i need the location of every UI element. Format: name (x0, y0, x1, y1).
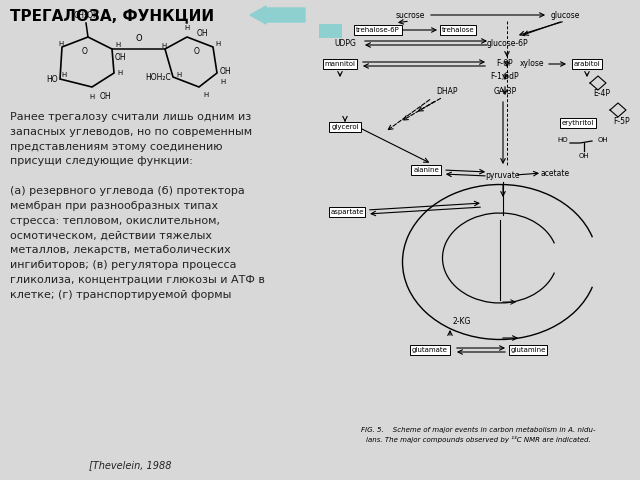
Text: alanine: alanine (413, 167, 439, 173)
Text: O: O (194, 47, 200, 56)
Text: arabitol: arabitol (573, 61, 600, 67)
Text: xylose: xylose (520, 60, 544, 69)
Text: erythritol: erythritol (562, 120, 594, 126)
Text: O: O (82, 47, 88, 56)
Text: lans. The major compounds observed by ¹³C NMR are indicated.: lans. The major compounds observed by ¹³… (365, 436, 590, 443)
Text: H: H (58, 41, 63, 47)
Text: glucose-6P: glucose-6P (486, 38, 528, 48)
Text: ТРЕГАЛОЗА, ФУНКЦИИ: ТРЕГАЛОЗА, ФУНКЦИИ (10, 8, 214, 23)
Text: F-6P: F-6P (497, 60, 513, 69)
Text: H: H (203, 92, 208, 98)
Text: HO: HO (557, 137, 568, 143)
Text: OH: OH (100, 92, 111, 101)
FancyBboxPatch shape (319, 24, 342, 37)
Text: glutamine: glutamine (510, 347, 546, 353)
Text: H: H (61, 72, 67, 78)
Text: OH: OH (598, 137, 609, 143)
Text: DHAP: DHAP (436, 87, 458, 96)
Text: HO: HO (46, 74, 58, 84)
Text: glycerol: glycerol (331, 124, 359, 130)
Text: OH: OH (115, 53, 127, 62)
Text: aspartate: aspartate (330, 209, 364, 215)
Text: GA-3P: GA-3P (493, 87, 516, 96)
Text: H: H (115, 42, 120, 48)
Text: glutamate: glutamate (412, 347, 448, 353)
Text: UDPG: UDPG (334, 38, 356, 48)
Text: H: H (215, 41, 220, 47)
FancyArrow shape (250, 6, 305, 24)
Text: H: H (161, 43, 166, 49)
Text: H: H (220, 79, 225, 85)
Text: [Thevelein, 1988: [Thevelein, 1988 (89, 460, 172, 470)
Text: E-4P: E-4P (593, 89, 611, 98)
Text: H: H (117, 70, 122, 76)
Text: FIG. 5.    Scheme of major events in carbon metabolism in A. nidu-: FIG. 5. Scheme of major events in carbon… (361, 427, 595, 433)
Text: glucose: glucose (550, 11, 580, 20)
Text: H: H (184, 25, 189, 31)
Text: mannitol: mannitol (324, 61, 355, 67)
Text: H: H (90, 94, 95, 100)
Text: Ранее трегалозу считали лишь одним из
запасных углеводов, но по современным
пред: Ранее трегалозу считали лишь одним из за… (10, 112, 265, 300)
Text: trehalose-6P: trehalose-6P (356, 27, 400, 33)
Text: CH₂OH: CH₂OH (73, 11, 99, 20)
Text: sucrose: sucrose (396, 11, 425, 20)
Text: pyruvate: pyruvate (486, 170, 520, 180)
Text: F-1,6dP: F-1,6dP (491, 72, 519, 82)
Text: OH: OH (579, 153, 589, 159)
Text: O: O (135, 34, 142, 43)
Text: 2-KG: 2-KG (453, 317, 471, 326)
Text: trehalose: trehalose (442, 27, 474, 33)
Text: HOH₂C: HOH₂C (145, 72, 171, 82)
Text: acetate: acetate (540, 168, 570, 178)
Text: F-5P: F-5P (614, 117, 630, 125)
Text: H: H (177, 72, 182, 78)
Text: OH: OH (220, 67, 232, 75)
Text: OH: OH (197, 29, 209, 38)
